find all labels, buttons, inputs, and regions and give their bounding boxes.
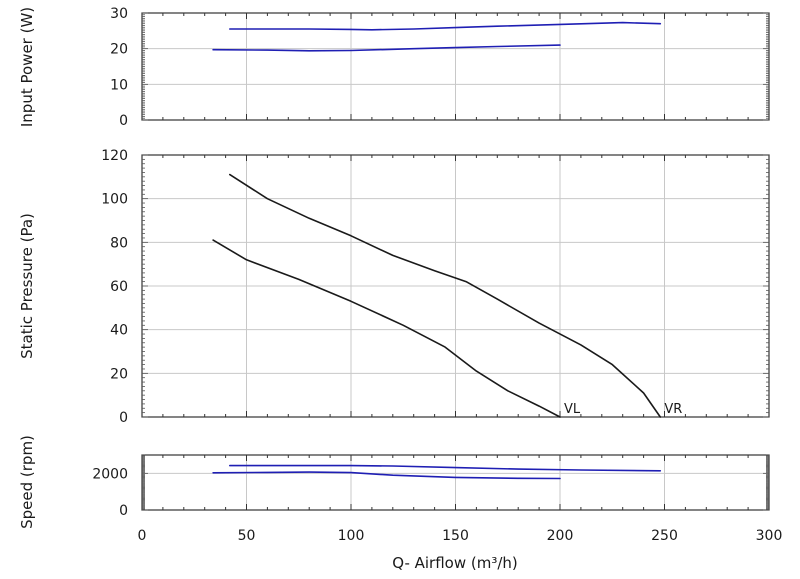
y-axis-title: Input Power (W) xyxy=(18,7,36,127)
y-tick-label: 40 xyxy=(110,323,128,339)
y-tick-label: 0 xyxy=(119,410,128,426)
x-tick-label: 150 xyxy=(442,528,469,544)
x-tick-label: 0 xyxy=(138,528,147,544)
series-line xyxy=(229,173,662,418)
y-tick-label: 100 xyxy=(101,192,128,208)
x-tick-label: 50 xyxy=(238,528,256,544)
y-tick-label: 20 xyxy=(110,42,128,58)
y-tick-label: 60 xyxy=(110,279,128,295)
series-line xyxy=(212,239,561,418)
y-axis-title: Static Pressure (Pa) xyxy=(18,213,36,359)
speed-panel: 0 2000 Speed (rpm) xyxy=(18,435,770,529)
y-tick-label: 80 xyxy=(110,235,128,251)
series-line xyxy=(212,471,561,480)
static-pressure-panel: 0 20 40 60 80 100 120 Static Pressure (Pa) VL VR xyxy=(18,148,770,426)
x-axis-title: Q- Airflow (m³/h) xyxy=(392,554,518,572)
y-tick-label: 10 xyxy=(110,77,128,93)
x-tick-label: 100 xyxy=(338,528,365,544)
x-tick-label: 200 xyxy=(547,528,574,544)
y-tick-label: 120 xyxy=(101,148,128,164)
x-tick-label: 300 xyxy=(756,528,783,544)
curve-label: VR xyxy=(664,402,682,417)
y-tick-label: 2000 xyxy=(92,466,128,482)
y-tick-label: 0 xyxy=(119,113,128,129)
series-line xyxy=(229,21,662,31)
y-tick-label: 30 xyxy=(110,6,128,22)
input-power-panel: 0 10 20 30 Input Power (W) xyxy=(18,6,770,129)
y-axis-title: Speed (rpm) xyxy=(18,435,36,529)
series-line xyxy=(212,44,561,52)
curve-label: VL xyxy=(564,402,581,417)
y-tick-label: 20 xyxy=(110,366,128,382)
x-tick-label: 250 xyxy=(651,528,678,544)
series-line xyxy=(229,464,662,472)
y-tick-label: 0 xyxy=(119,503,128,519)
